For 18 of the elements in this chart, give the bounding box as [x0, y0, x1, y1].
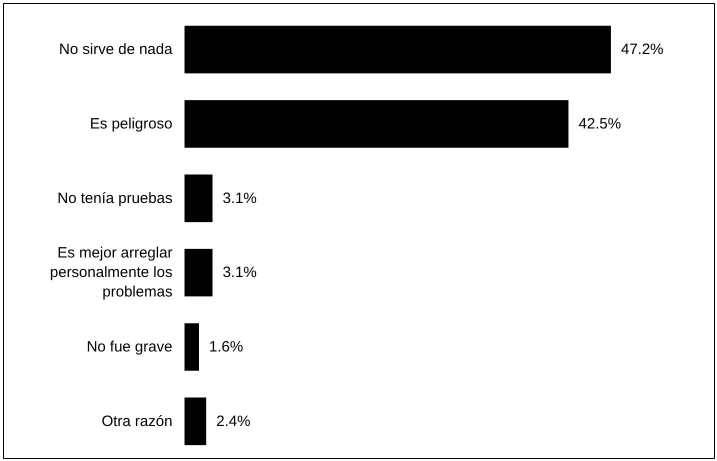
y-tick-label: Es peligroso — [90, 115, 172, 132]
data-label: 3.1% — [222, 190, 257, 207]
y-tick-label: No fue grave — [86, 338, 172, 356]
y-tick-label: Otra razón — [102, 412, 172, 430]
bar — [184, 26, 611, 74]
y-tick-label: No sirve de nada — [59, 41, 174, 58]
bar — [184, 398, 206, 446]
data-label: 47.2% — [620, 41, 664, 58]
y-tick-label: No tenía pruebas — [57, 190, 172, 207]
data-label: 2.4% — [216, 412, 250, 430]
data-label: 1.6% — [209, 338, 244, 356]
bar — [184, 323, 199, 371]
bar — [184, 248, 213, 296]
y-tick-label: Es mejor arreglar personalmente los problemas — [50, 244, 172, 301]
bar — [184, 100, 568, 148]
bar — [184, 174, 213, 222]
data-label: 42.5% — [578, 115, 622, 132]
data-label: 3.1% — [222, 264, 257, 282]
